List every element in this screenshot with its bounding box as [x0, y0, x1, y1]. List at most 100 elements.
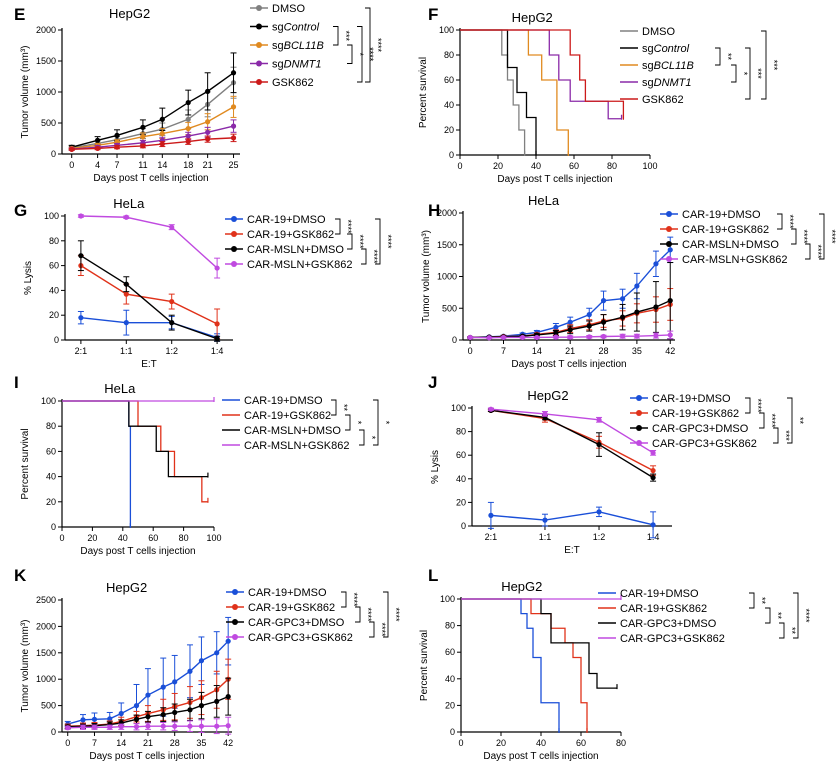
- survival-curve: [460, 29, 537, 155]
- y-tick-label: 80: [444, 50, 454, 60]
- legend-label: CAR-GPC3+DMSO: [652, 423, 749, 435]
- series-car-msln-gsk862: [77, 213, 221, 279]
- legend-label: CAR-19+DMSO: [247, 214, 326, 226]
- series-dmso: [68, 66, 237, 151]
- x-tick-label: 2:1: [485, 532, 498, 542]
- data-point: [230, 135, 237, 141]
- y-axis-label: Tumor volume (mm³): [20, 46, 31, 139]
- significance-stars: ****: [377, 622, 387, 637]
- data-point: [586, 312, 592, 318]
- legend-marker: [636, 440, 642, 446]
- y-tick-label: 20: [49, 310, 59, 320]
- data-point: [198, 703, 205, 709]
- significance-bracket: [765, 607, 771, 624]
- significance-stars: *: [381, 421, 391, 425]
- significance-stars: *: [355, 52, 365, 56]
- significance-bracket: [745, 47, 751, 100]
- legend-marker: [231, 231, 237, 237]
- legend-label: CAR-MSLN+DMSO: [682, 239, 779, 251]
- significance-stars: ****: [801, 608, 811, 623]
- significance-bracket: [347, 44, 353, 64]
- x-tick-label: 0: [65, 738, 70, 748]
- data-point: [596, 417, 602, 423]
- y-axis-label: Tumor volume (mm³): [421, 230, 432, 323]
- series-sgbcl11b: [460, 29, 569, 156]
- y-tick-label: 80: [456, 427, 466, 437]
- data-point: [225, 723, 231, 729]
- y-tick-label: 80: [49, 236, 59, 246]
- data-point: [78, 213, 84, 219]
- series-car-gpc3-gsk862: [487, 406, 657, 456]
- data-point: [600, 333, 607, 340]
- data-point: [214, 723, 220, 729]
- data-point: [123, 281, 129, 287]
- data-point: [159, 141, 165, 147]
- data-point: [619, 333, 626, 339]
- x-tick-label: 40: [531, 161, 541, 171]
- x-tick-label: 40: [536, 738, 546, 748]
- data-point: [600, 319, 607, 325]
- series-car-gpc3-gsk862: [461, 595, 622, 600]
- legend: DMSOsgControlsgBCL11BsgDNMT1GSK862******…: [620, 26, 779, 106]
- y-tick-label: 500: [41, 118, 56, 128]
- data-point: [500, 334, 507, 341]
- y-tick-label: 1500: [36, 648, 56, 658]
- data-point: [198, 658, 205, 664]
- data-point: [78, 315, 84, 321]
- legend: CAR-19+DMSO CAR-19+GSK862 CAR-MSLN+DMSO CAR…: [225, 214, 393, 271]
- data-point: [567, 319, 573, 325]
- data-point: [185, 133, 191, 139]
- legend-marker: [636, 410, 642, 416]
- panel-h: H HeLa 0 500 1000 1500 2000 0 7 14 21 28 35 42 Days po…: [421, 193, 837, 370]
- data-point: [467, 334, 473, 341]
- data-point: [187, 723, 193, 729]
- significance-bracket: [375, 218, 381, 265]
- series-car-gpc3-gsk862: [64, 716, 232, 735]
- significance-stars: ****: [343, 219, 353, 234]
- data-point: [114, 132, 120, 138]
- data-point: [653, 304, 659, 310]
- significance-bracket: [373, 399, 379, 446]
- data-point: [634, 333, 640, 339]
- legend-gene: BCL11B: [654, 60, 694, 72]
- data-point: [169, 298, 175, 305]
- survival-curve: [461, 598, 617, 689]
- significance-bracket: [745, 397, 751, 414]
- legend-marker: [666, 241, 672, 247]
- significance-stars: ****: [799, 229, 809, 244]
- panel-title: HepG2: [109, 6, 150, 21]
- x-tick-label: 100: [206, 533, 221, 543]
- significance-stars: **: [773, 612, 783, 620]
- legend-marker: [666, 211, 672, 217]
- data-point: [172, 723, 178, 729]
- y-tick-label: 40: [46, 472, 56, 482]
- data-point: [159, 130, 165, 137]
- x-axis-label: E:T: [141, 359, 157, 370]
- legend-label: sgBCL11B: [642, 60, 694, 72]
- x-axis-label: Days post T cells injection: [511, 359, 626, 370]
- data-point: [140, 134, 146, 140]
- legend-marker: [232, 619, 238, 625]
- legend-label: CAR-19+GSK862: [652, 408, 739, 420]
- data-point: [488, 512, 494, 518]
- data-point: [159, 116, 165, 122]
- legend-marker: [231, 261, 237, 267]
- survival-curve: [62, 400, 208, 503]
- x-tick-label: 1:2: [593, 532, 606, 542]
- series-car-gpc3-dmso: [487, 407, 657, 482]
- data-point: [123, 291, 129, 297]
- data-point: [596, 441, 602, 448]
- data-point: [214, 336, 220, 342]
- significance-stars: *: [367, 436, 377, 440]
- data-point: [634, 283, 640, 289]
- data-point: [667, 332, 673, 338]
- legend-label: CAR-19+GSK862: [247, 229, 334, 241]
- data-point: [542, 517, 548, 523]
- x-tick-label: 7: [501, 346, 506, 356]
- panel-label: H: [428, 201, 440, 220]
- data-point: [80, 717, 86, 723]
- data-point: [107, 716, 113, 722]
- significance-bracket: [347, 233, 353, 250]
- x-tick-label: 7: [92, 738, 97, 748]
